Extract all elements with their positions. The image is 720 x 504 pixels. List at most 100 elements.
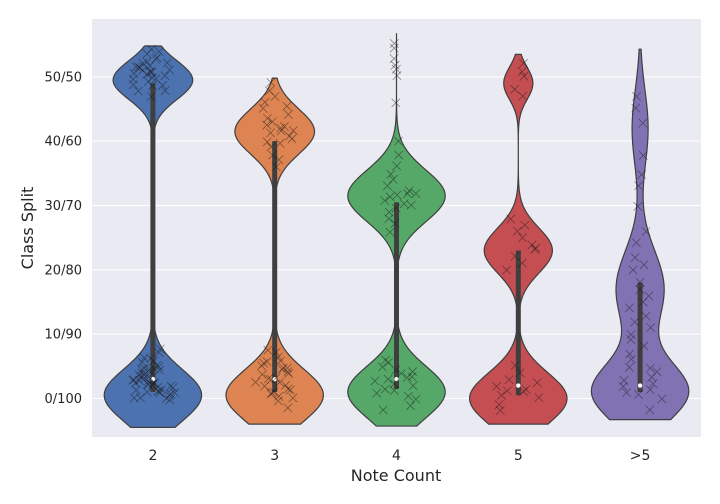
data-point: [380, 196, 390, 205]
data-point: [518, 91, 528, 101]
x-tick-label: 3: [270, 448, 279, 464]
data-point: [377, 362, 387, 372]
data-point: [517, 67, 527, 77]
data-point: [128, 74, 138, 84]
data-point: [408, 381, 418, 391]
data-point: [392, 161, 402, 171]
data-point: [155, 365, 165, 375]
data-point: [384, 214, 394, 224]
data-point: [639, 341, 649, 351]
y-tick-label: 30/70: [45, 199, 82, 214]
data-point: [275, 138, 285, 148]
data-point: [626, 335, 636, 344]
data-point: [646, 323, 656, 333]
data-point: [266, 375, 276, 384]
data-point: [149, 356, 159, 366]
data-point: [389, 43, 399, 53]
data-point: [513, 226, 522, 236]
median-dot: [516, 383, 521, 388]
data-point: [155, 388, 165, 398]
y-tick-label: 10/90: [45, 328, 82, 343]
data-point: [624, 362, 634, 372]
data-point: [494, 400, 504, 410]
iqr-box: [394, 202, 399, 389]
data-point: [269, 387, 279, 397]
data-point: [383, 374, 393, 384]
data-point: [518, 233, 528, 243]
data-point: [152, 361, 162, 370]
data-point: [393, 136, 403, 146]
data-point: [133, 86, 143, 96]
data-point: [267, 117, 277, 127]
data-point: [146, 92, 156, 102]
x-tick-label: 2: [148, 448, 157, 464]
data-point: [618, 382, 628, 391]
data-point: [142, 57, 152, 67]
data-point: [283, 403, 293, 413]
data-point: [271, 162, 281, 172]
data-point: [136, 393, 145, 403]
y-tick-label: 50/50: [45, 70, 82, 85]
y-tick-label: 40/60: [45, 135, 82, 150]
data-point: [271, 347, 281, 357]
data-point: [497, 390, 506, 400]
data-point: [510, 251, 520, 261]
data-point: [502, 265, 512, 275]
y-tick-labels: 0/100 10/90 20/80 30/70 40/60 50/50: [45, 70, 82, 407]
data-point: [275, 377, 285, 387]
data-point: [624, 303, 634, 313]
data-point: [532, 378, 542, 388]
data-point: [160, 86, 170, 96]
data-point: [492, 381, 502, 391]
data-point: [148, 81, 157, 91]
data-point: [150, 378, 159, 388]
data-point: [648, 379, 658, 389]
data-point: [263, 345, 273, 355]
data-point: [631, 103, 641, 113]
data-point: [638, 118, 648, 128]
data-point: [273, 396, 283, 406]
data-point: [519, 386, 528, 396]
data-point: [389, 38, 399, 48]
data-point: [390, 219, 400, 228]
data-point: [385, 192, 395, 202]
data-point: [164, 391, 174, 400]
data-point: [288, 393, 298, 403]
data-point: [388, 174, 398, 184]
data-point: [160, 71, 170, 81]
data-point: [266, 142, 276, 152]
data-point: [394, 150, 404, 160]
data-point: [260, 97, 270, 107]
data-point: [527, 240, 537, 250]
x-axis-label: Note Count: [351, 466, 441, 485]
x-tick-label: >5: [630, 448, 651, 464]
data-point: [634, 181, 644, 191]
data-point: [389, 379, 399, 389]
data-point: [641, 227, 651, 236]
data-point: [279, 122, 289, 131]
data-point: [510, 361, 520, 370]
data-point: [264, 374, 273, 384]
data-point: [170, 388, 180, 398]
data-point: [403, 391, 413, 401]
data-point: [165, 65, 175, 75]
data-point: [520, 220, 530, 230]
data-point: [389, 385, 399, 395]
data-point: [274, 352, 283, 362]
data-point: [372, 388, 382, 398]
data-point: [259, 358, 269, 368]
data-point: [283, 109, 293, 119]
data-point: [408, 367, 418, 377]
data-point: [639, 260, 649, 270]
scatter-points: [618, 92, 667, 415]
data-point: [251, 377, 261, 387]
data-point: [147, 67, 157, 77]
data-point: [162, 58, 172, 68]
data-point: [381, 355, 390, 365]
data-point: [131, 385, 141, 395]
data-point: [641, 311, 651, 321]
data-point: [384, 207, 394, 217]
data-point: [622, 388, 631, 398]
data-point: [154, 47, 164, 56]
